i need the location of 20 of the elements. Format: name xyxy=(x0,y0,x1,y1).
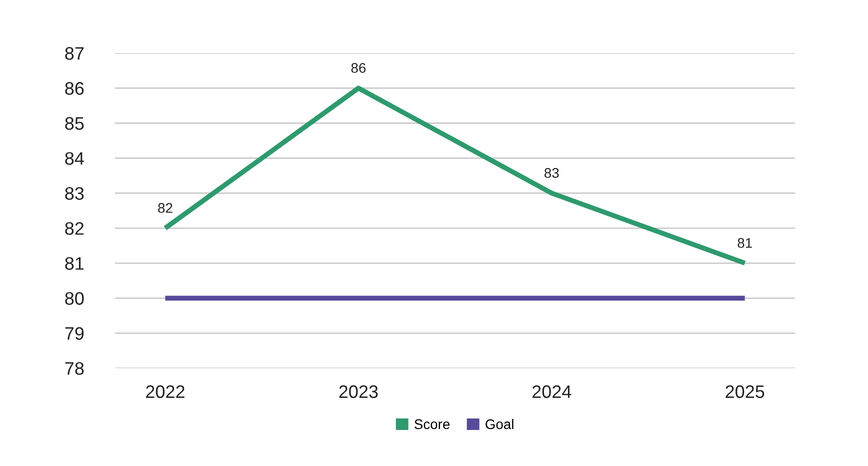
x-tick-label: 2022 xyxy=(146,385,184,398)
legend-label: Goal xyxy=(486,418,514,430)
y-tick-label: 79 xyxy=(65,327,84,340)
x-tick-label: 2023 xyxy=(339,385,378,398)
data-label: 83 xyxy=(544,168,559,178)
x-tick-label: 2024 xyxy=(532,385,572,398)
x-tick-label: 2025 xyxy=(726,385,764,398)
y-tick-label: 78 xyxy=(65,362,84,375)
legend-label: Score xyxy=(414,419,450,430)
y-tick-label: 81 xyxy=(65,257,84,270)
y-tick-label: 83 xyxy=(65,187,84,200)
y-tick-label: 84 xyxy=(65,152,84,165)
data-label: 82 xyxy=(158,203,172,213)
y-tick-label: 85 xyxy=(65,117,84,130)
data-label: 81 xyxy=(738,238,752,248)
y-tick-label: 86 xyxy=(65,82,84,95)
data-label: 86 xyxy=(351,63,366,73)
y-tick-label: 87 xyxy=(65,47,84,60)
y-tick-label: 80 xyxy=(65,292,84,305)
y-tick-label: 82 xyxy=(65,222,84,235)
